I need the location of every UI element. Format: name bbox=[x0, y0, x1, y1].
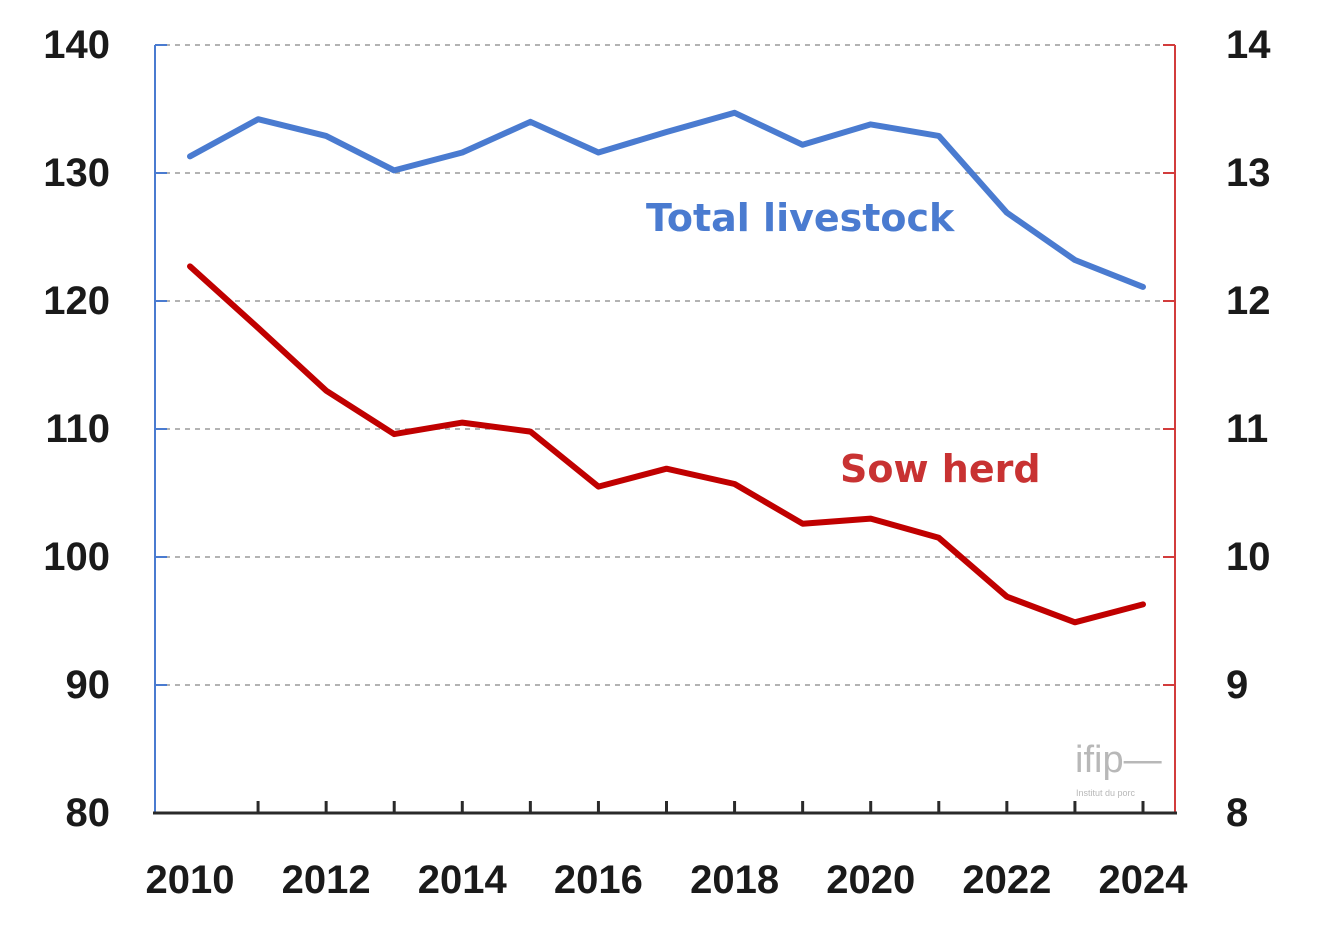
left-tick-labels: 80 90 100 110 120 130 140 bbox=[43, 23, 110, 835]
gridlines bbox=[155, 44, 1175, 686]
logo-tagline: Institut du porc bbox=[1076, 788, 1136, 798]
left-tick-label: 100 bbox=[43, 535, 110, 579]
left-tick-label: 120 bbox=[43, 279, 110, 323]
x-tick-label: 2018 bbox=[690, 858, 779, 902]
x-tick-labels: 2010 2012 2014 2016 2018 2020 2022 2024 bbox=[146, 858, 1189, 902]
series-label-total-livestock: Total livestock bbox=[646, 196, 955, 240]
series-lines bbox=[187, 109, 1146, 626]
tick-marks bbox=[155, 44, 1175, 813]
right-tick-labels: 8 9 10 11 12 13 14 bbox=[1226, 23, 1271, 835]
x-tick-label: 2012 bbox=[282, 858, 371, 902]
x-tick-label: 2014 bbox=[418, 858, 508, 902]
logo-text: ifip— bbox=[1075, 739, 1162, 781]
x-tick-label: 2016 bbox=[554, 858, 643, 902]
left-tick-label: 80 bbox=[66, 791, 111, 835]
x-tick-label: 2022 bbox=[962, 858, 1051, 902]
right-tick-label: 12 bbox=[1226, 279, 1271, 323]
left-tick-label: 140 bbox=[43, 23, 110, 67]
series-label-sow-herd: Sow herd bbox=[840, 447, 1041, 491]
x-tick-label: 2010 bbox=[146, 858, 235, 902]
series-line-total-livestock bbox=[187, 109, 1146, 290]
right-tick-label: 13 bbox=[1226, 151, 1271, 195]
ifip-logo: ifip— Institut du porc bbox=[1075, 739, 1162, 798]
right-tick-label: 11 bbox=[1226, 407, 1268, 451]
right-tick-label: 8 bbox=[1226, 791, 1248, 835]
right-tick-label: 9 bbox=[1226, 663, 1248, 707]
right-tick-label: 10 bbox=[1226, 535, 1271, 579]
left-tick-label: 110 bbox=[45, 407, 110, 451]
left-tick-label: 130 bbox=[43, 151, 110, 195]
left-tick-label: 90 bbox=[66, 663, 111, 707]
right-tick-label: 14 bbox=[1226, 23, 1271, 67]
series-line-sow-herd bbox=[187, 263, 1146, 626]
x-tick-label: 2020 bbox=[826, 858, 915, 902]
x-tick-label: 2024 bbox=[1099, 858, 1189, 902]
